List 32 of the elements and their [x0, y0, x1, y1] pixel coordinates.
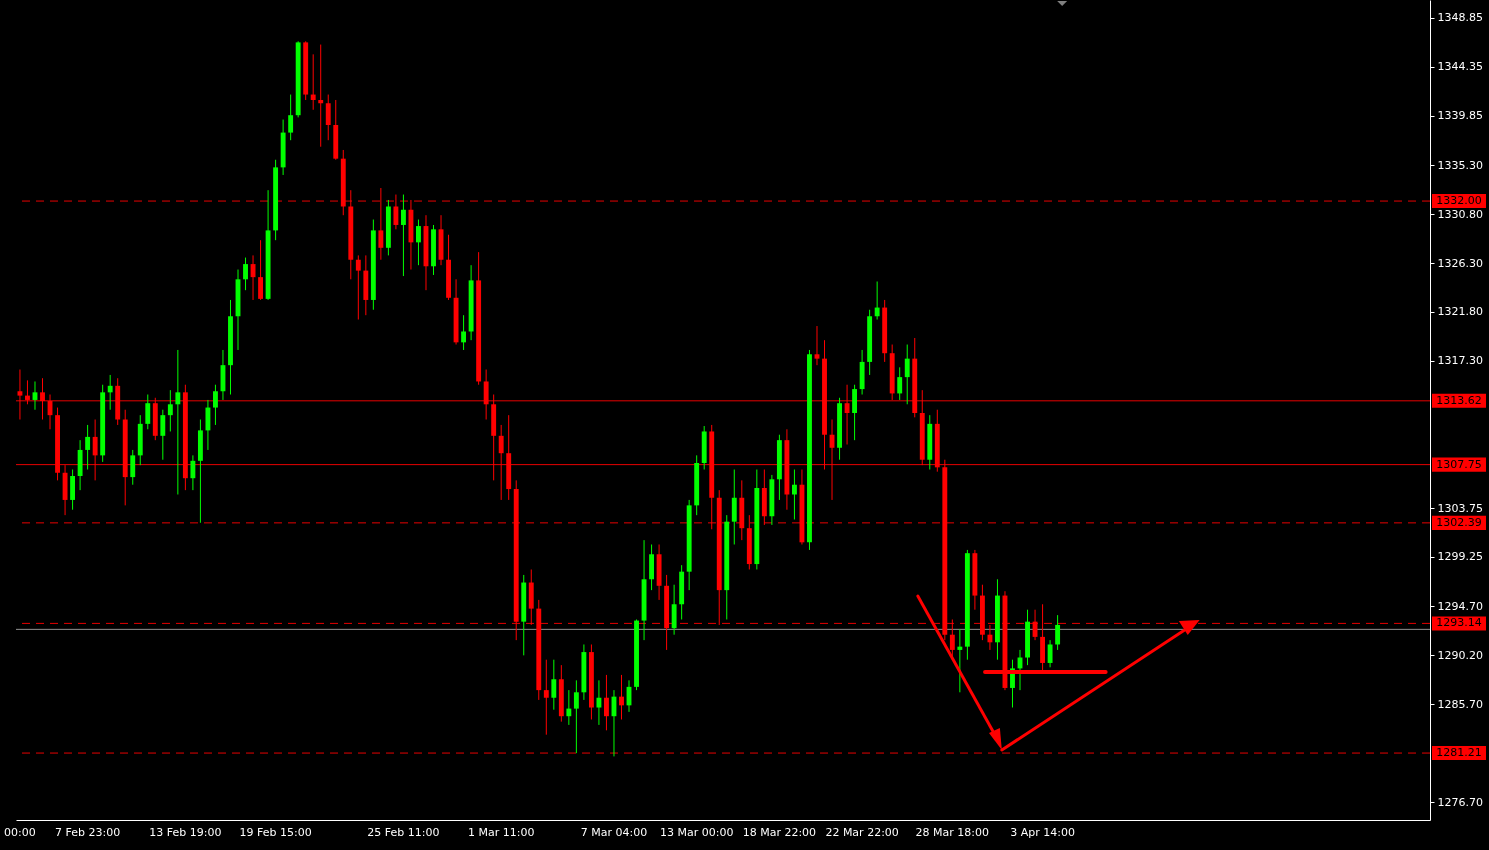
x-tick-label: 1 Mar 11:00 — [467, 825, 535, 839]
y-tick-label: 1344.35 — [1437, 60, 1483, 74]
y-tick-label: 1290.20 — [1437, 648, 1483, 662]
ref-line-label: 1332.00 — [1436, 194, 1482, 208]
y-tick-label: 1335.30 — [1437, 158, 1483, 172]
ref-line-label: 1281.21 — [1436, 746, 1482, 760]
ref-line-label: 1302.39 — [1436, 515, 1482, 529]
y-tick-label: 1326.30 — [1437, 256, 1483, 270]
y-tick-label: 1303.75 — [1437, 501, 1483, 515]
x-tick-label: 18 Mar 22:00 — [742, 825, 817, 839]
ref-line-label: 1307.75 — [1436, 457, 1482, 471]
y-tick-label: 1330.80 — [1437, 207, 1483, 221]
ref-line-label: 1293.14 — [1436, 616, 1482, 630]
y-tick-label: 1348.85 — [1437, 11, 1483, 25]
ref-line-label: 1313.62 — [1436, 393, 1482, 407]
x-tick-label: 13 Feb 19:00 — [149, 825, 222, 839]
x-tick-label: 3 Apr 14:00 — [1010, 825, 1075, 839]
x-tick-label: 22 Mar 22:00 — [825, 825, 899, 839]
x-tick-label: 25 Feb 11:00 — [367, 825, 440, 839]
y-tick-label: 1294.70 — [1437, 599, 1483, 613]
y-tick-label: 1339.85 — [1437, 109, 1483, 123]
y-tick-label: 1321.80 — [1437, 305, 1483, 319]
y-tick-label: 1299.25 — [1437, 550, 1483, 564]
x-tick-label: 19 Feb 15:00 — [239, 825, 312, 839]
y-tick-label: 1276.70 — [1437, 795, 1483, 809]
y-tick-label: 1317.30 — [1437, 354, 1483, 368]
x-tick-label: 7 Mar 04:00 — [580, 825, 648, 839]
x-tick-label: 7 Feb 23:00 — [55, 825, 121, 839]
y-tick-label: 1285.70 — [1437, 697, 1483, 711]
x-tick-label: 13 Mar 00:00 — [659, 825, 734, 839]
x-tick-label: 00:00 — [4, 825, 36, 839]
x-tick-label: 28 Mar 18:00 — [915, 825, 990, 839]
